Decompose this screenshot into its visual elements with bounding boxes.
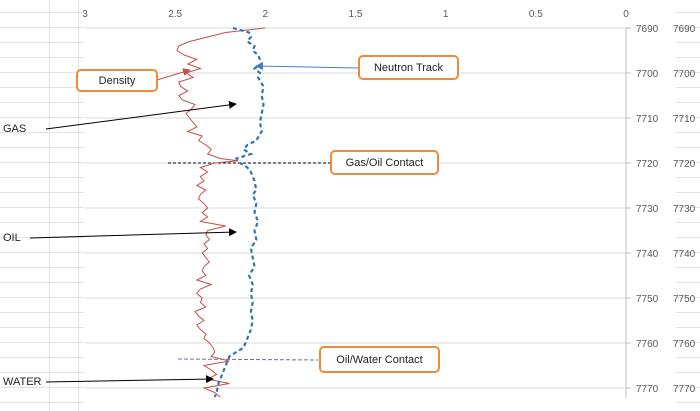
x-tick-label: 1 [443,9,449,20]
neutron-callout-arrow [255,62,360,71]
gas-zone-label: GAS [3,123,27,135]
depth-gridlines [85,27,631,389]
density-callout-arrow [156,68,191,81]
y-tick-label-secondary: 7770 [673,384,696,395]
y-tick-label-secondary: 7740 [673,249,696,260]
x-tick-label: 1.5 [349,9,363,20]
water-zone-label: WATER [3,376,42,388]
y-tick-label: 7690 [636,24,659,35]
y-tick-label-secondary: 7760 [673,339,696,350]
x-tick-label: 0.5 [529,9,543,20]
oil-arrow [29,228,237,239]
y-tick-label-secondary: 7690 [673,24,696,35]
gas-oil-contact-callout: Gas/Oil Contact [330,150,439,175]
y-tick-label-secondary: 7730 [673,204,696,215]
density-series-line [176,27,266,398]
y-tick-label: 7700 [636,69,659,80]
y-tick-label: 7710 [636,114,659,125]
oil-water-contact-callout: Oil/Water Contact [319,346,440,373]
y-axis-secondary-tick-labels: 7690 7700 7710 7720 7730 7740 7750 7760 7770 [673,24,696,395]
y-tick-label-secondary: 7700 [673,69,696,80]
neutron-series-line [213,26,265,398]
y-tick-label: 7730 [636,204,659,215]
y-tick-label-secondary: 7750 [673,294,696,305]
x-tick-label: 3 [82,9,88,20]
x-tick-label: 0 [623,9,629,20]
y-tick-label-secondary: 7720 [673,159,696,170]
x-tick-label: 2 [263,9,269,20]
gas-arrow [45,100,237,130]
water-arrow [45,375,214,384]
y-tick-label: 7740 [636,249,659,260]
y-tick-label-secondary: 7710 [673,114,696,125]
y-axis-tick-labels: 7690 7700 7710 7720 7730 7740 7750 7760 7770 [636,24,659,395]
neutron-track-callout: Neutron Track [358,55,459,80]
density-callout: Density [76,69,158,92]
y-tick-label: 7750 [636,294,659,305]
x-axis-tick-labels: 3 2.5 2 1.5 1 0.5 0 [82,9,629,20]
plot-area: 3 2.5 2 1.5 1 0.5 0 7690 7700 7710 7720 7730 7740 77… [82,9,696,398]
oil-zone-label: OIL [3,232,21,244]
y-tick-label: 7720 [636,159,659,170]
x-tick-label: 2.5 [168,9,182,20]
y-tick-label: 7760 [636,339,659,350]
y-tick-label: 7770 [636,384,659,395]
oil-water-contact-line [177,358,319,361]
